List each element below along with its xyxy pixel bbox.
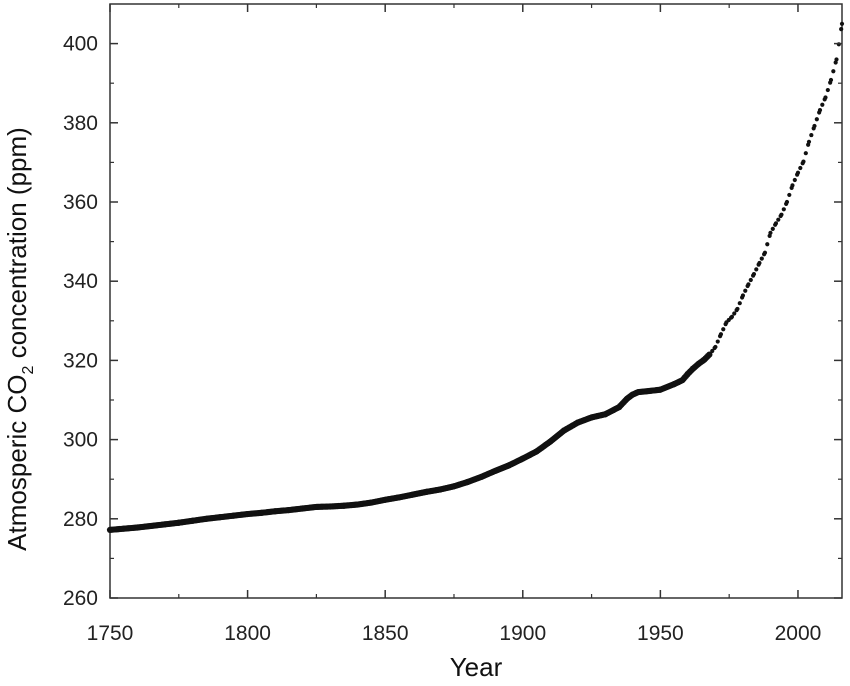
data-marker: [770, 226, 775, 231]
data-marker: [817, 108, 823, 113]
y-tick-label: 400: [63, 33, 98, 56]
data-marker: [759, 256, 764, 261]
data-marker: [737, 301, 742, 306]
data-markers: [106, 21, 845, 533]
x-tick-label: 1900: [499, 622, 546, 645]
data-marker: [790, 183, 795, 188]
y-tick-label: 320: [63, 349, 98, 372]
y-axis-title-subscript: 2: [20, 366, 37, 375]
y-tick-label: 360: [63, 191, 98, 214]
data-marker: [768, 230, 773, 235]
data-marker: [773, 221, 779, 226]
x-tick-label: 1950: [637, 622, 684, 645]
data-marker: [707, 351, 713, 357]
data-marker: [765, 242, 770, 247]
data-marker: [713, 344, 718, 350]
data-marker: [715, 339, 720, 344]
data-marker: [721, 327, 726, 332]
data-marker: [732, 311, 737, 316]
plot-area: [109, 3, 843, 599]
data-marker: [751, 271, 757, 277]
y-axis-title: Atmosperic CO2 concentration (ppm): [2, 127, 37, 551]
y-tick-label: 280: [63, 508, 98, 531]
x-tick-label: 2000: [775, 622, 822, 645]
data-marker: [798, 165, 803, 171]
y-tick-label: 300: [63, 429, 98, 452]
y-tick-label: 260: [63, 587, 98, 610]
data-marker: [834, 57, 839, 62]
tick-labels: 1750 1800 1850 1900 1950 2000 260 280 300 320 340 3…: [63, 33, 821, 645]
x-tick-label: 1750: [87, 622, 134, 645]
data-marker: [718, 332, 724, 337]
y-tick-label: 380: [63, 112, 98, 135]
y-axis-title-main: Atmosperic CO: [2, 375, 32, 551]
data-marker: [801, 159, 806, 164]
y-axis-title-unit: concentration (ppm): [2, 127, 32, 365]
data-marker: [710, 348, 715, 354]
y-tick-label: 340: [63, 270, 98, 293]
data-marker: [809, 132, 814, 138]
data-marker: [795, 170, 801, 175]
data-marker: [735, 306, 740, 312]
data-marker: [781, 207, 786, 212]
data-marker: [729, 314, 735, 319]
data-marker: [787, 192, 792, 198]
data-marker: [779, 212, 784, 217]
data-marker: [839, 21, 845, 26]
data-marker: [754, 267, 759, 272]
plot-frame: [109, 3, 843, 599]
x-axis-title: Year: [450, 652, 503, 682]
data-marker: [803, 151, 808, 156]
data-marker: [762, 250, 768, 255]
data-marker: [792, 177, 797, 183]
data-marker: [740, 293, 746, 298]
data-marker: [814, 117, 819, 122]
data-marker: [831, 69, 836, 74]
data-marker: [828, 77, 834, 83]
data-marker: [776, 217, 781, 222]
data-marker: [784, 199, 790, 205]
data-marker: [757, 260, 762, 266]
axis-ticks: [109, 4, 842, 599]
data-marker: [743, 288, 748, 293]
data-marker: [748, 277, 753, 283]
data-marker: [806, 139, 812, 144]
data-marker: [820, 102, 825, 107]
data-marker: [825, 87, 830, 93]
x-tick-label: 1800: [224, 622, 271, 645]
x-tick-label: 1850: [362, 622, 409, 645]
data-marker: [746, 282, 751, 287]
data-marker: [823, 95, 828, 100]
data-marker: [812, 123, 817, 129]
data-marker: [839, 27, 844, 32]
